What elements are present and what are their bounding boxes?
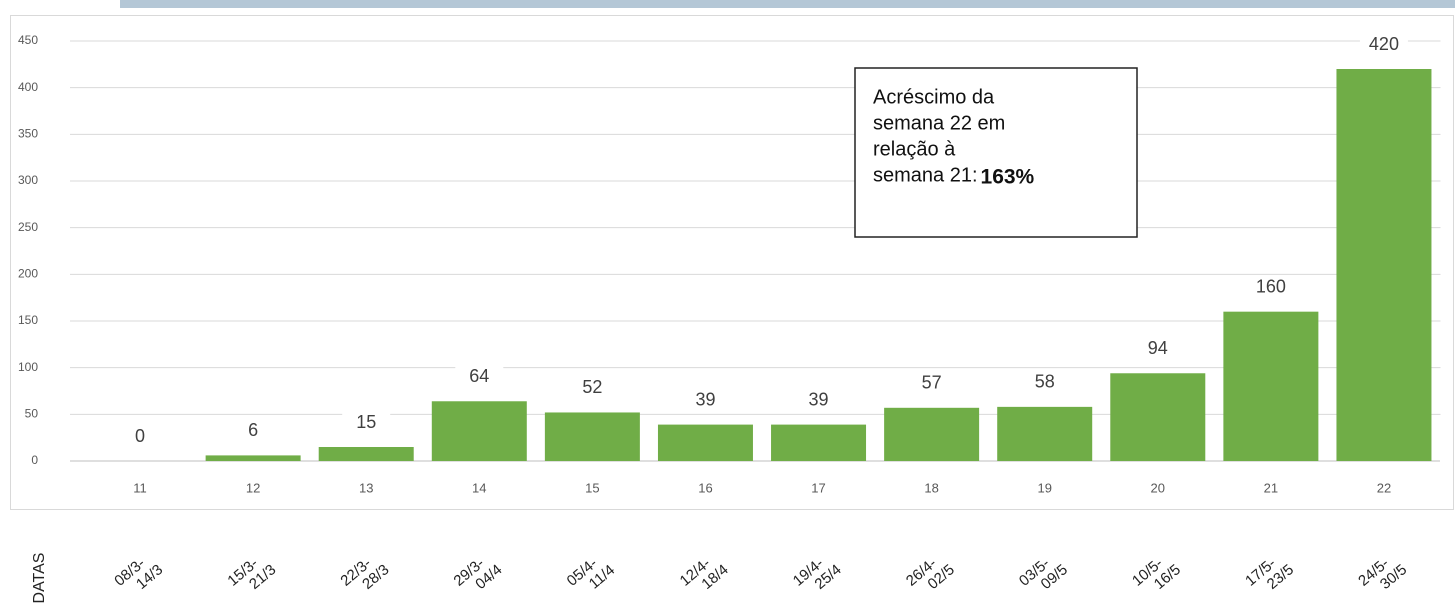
bar	[997, 406, 1093, 461]
x-tick-label: 21	[1264, 480, 1278, 495]
data-label-bg	[681, 388, 730, 413]
annotation: Acréscimo da semana 22 em relação à semana …	[873, 86, 1035, 188]
x-tick-label: 18	[924, 480, 938, 495]
bar	[657, 424, 753, 461]
data-label-bg	[907, 371, 956, 396]
data-label: 160	[1256, 276, 1286, 296]
y-tick-label: 450	[18, 33, 38, 47]
data-label-bg	[794, 388, 843, 413]
annotation-line: semana 22 em	[873, 112, 1005, 134]
bar	[544, 412, 640, 461]
data-label: 52	[582, 377, 602, 397]
x-tick-label: 20	[1151, 480, 1165, 495]
x-tick-label: 15	[585, 480, 599, 495]
bar	[1110, 373, 1206, 461]
y-tick-label: 50	[25, 407, 39, 421]
plot: 0 50 100 150 200 250 300 350 400 450 11 0 08/3-14/3 1…	[18, 33, 1441, 603]
data-label: 64	[469, 366, 489, 386]
data-label-bg	[1246, 275, 1295, 300]
data-label: 15	[356, 412, 376, 432]
data-label-bg	[455, 365, 504, 390]
date-label: 17/5-23/5	[1242, 549, 1297, 603]
x-tick-label: 14	[472, 480, 486, 495]
data-label: 94	[1148, 338, 1168, 358]
date-label: 08/3-14/3	[111, 549, 166, 603]
x-tick-label: 16	[698, 480, 712, 495]
x-tick-label: 19	[1037, 480, 1051, 495]
date-label: 03/5-09/5	[1016, 549, 1071, 603]
data-label: 57	[922, 373, 942, 393]
y-tick-label: 150	[18, 313, 38, 327]
x-tick-label: 12	[246, 480, 260, 495]
data-label: 58	[1035, 372, 1055, 392]
data-label-bg	[342, 411, 391, 435]
date-label: 05/4-11/4	[564, 549, 619, 602]
data-label-bg	[1133, 337, 1182, 362]
date-axis-label: DATAS	[31, 553, 48, 603]
date-label: 29/3-04/4	[450, 549, 505, 603]
data-label: 420	[1369, 34, 1399, 54]
data-label: 6	[248, 420, 258, 440]
annotation-line: Acréscimo da	[873, 86, 995, 108]
annotation-line: relação à	[873, 138, 956, 160]
data-label: 39	[695, 389, 715, 409]
data-label: 0	[135, 426, 145, 446]
annotation-highlight: 163%	[981, 166, 1035, 189]
x-tick-label: 22	[1377, 480, 1391, 495]
bar	[318, 447, 414, 461]
y-tick-label: 400	[18, 80, 38, 94]
date-label: 15/3-21/3	[224, 549, 279, 603]
bar	[1336, 69, 1432, 461]
x-tick-label: 13	[359, 480, 373, 495]
date-label: 12/4-18/4	[677, 549, 732, 603]
date-label: 22/3-28/3	[337, 549, 392, 603]
annotation-box	[854, 67, 1138, 238]
y-tick-label: 100	[18, 360, 38, 374]
chart-frame	[10, 15, 1454, 510]
bar	[431, 401, 527, 461]
bar	[205, 455, 301, 461]
bar	[1223, 311, 1319, 461]
data-label: 39	[809, 389, 829, 409]
header-band	[120, 0, 1455, 8]
data-label-bg	[1020, 370, 1069, 395]
bar	[884, 407, 980, 461]
annotation-line: semana 21:	[873, 164, 978, 186]
data-label-bg	[568, 376, 617, 401]
data-label-bg	[229, 419, 278, 444]
date-label: 24/5-30/5	[1355, 549, 1410, 603]
bar	[771, 424, 867, 461]
y-tick-label: 200	[18, 267, 38, 281]
x-tick-label: 17	[811, 480, 825, 495]
date-label: 10/5-16/5	[1129, 549, 1184, 603]
x-tick-label: 11	[133, 480, 147, 495]
data-label-bg	[1359, 33, 1408, 57]
y-tick-label: 350	[18, 127, 38, 141]
y-tick-label: 250	[18, 220, 38, 234]
data-label-bg	[116, 425, 165, 449]
y-tick-label: 0	[31, 453, 38, 467]
date-label: 19/4-25/4	[790, 549, 845, 603]
y-tick-label: 300	[18, 173, 38, 187]
date-label: 26/4-02/5	[903, 549, 958, 603]
